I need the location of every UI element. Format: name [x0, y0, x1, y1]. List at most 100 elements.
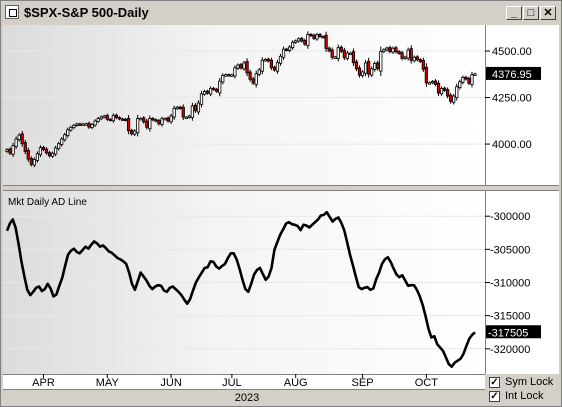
int-lock-checkbox[interactable]: ✓: [489, 391, 500, 402]
price-candle: [54, 145, 58, 157]
price-candle: [424, 63, 428, 87]
price-candle: [300, 36, 304, 43]
price-candle: [245, 58, 249, 77]
price-candle: [376, 60, 380, 71]
price-candle: [96, 117, 100, 123]
price-candle: [397, 50, 401, 55]
month-label: JUN: [160, 377, 181, 389]
price-candle: [412, 55, 416, 63]
price-tick-label: 4000.00: [492, 139, 532, 151]
price-candle: [367, 57, 371, 78]
panel-splitter[interactable]: [3, 185, 559, 191]
sym-lock-checkbox[interactable]: ✓: [489, 377, 500, 388]
chart-svg[interactable]: 4500.00 4250.00 4000.00 -300000 -305000 -3100…: [3, 25, 559, 406]
price-candle: [66, 127, 70, 138]
year-axis: [3, 389, 485, 406]
price-candle: [75, 122, 79, 127]
price-candle: [254, 70, 258, 88]
price-candle: [370, 66, 374, 78]
ad-tick-label: -305000: [490, 244, 530, 256]
price-candle: [315, 32, 319, 41]
price-candle: [418, 58, 422, 64]
price-candle: [379, 46, 383, 76]
ad-axis-background: [485, 191, 559, 374]
price-candle: [102, 114, 106, 119]
price-candle: [303, 38, 307, 46]
price-candle: [175, 105, 179, 110]
price-candle: [312, 33, 316, 41]
price-candle: [224, 73, 228, 77]
price-candle: [236, 63, 240, 70]
price-candle: [20, 130, 24, 147]
last-price-box: [486, 66, 541, 80]
price-candle: [57, 141, 61, 151]
price-candle: [26, 147, 30, 162]
price-candle: [44, 147, 49, 155]
price-candle: [114, 113, 119, 120]
price-candle: [266, 57, 270, 63]
price-candle: [90, 122, 94, 130]
chart-area[interactable]: 4500.00 4250.00 4000.00 -300000 -305000 -3100…: [3, 25, 559, 406]
price-candle: [446, 87, 450, 99]
price-candle: [50, 151, 55, 158]
price-candle: [284, 47, 289, 52]
price-candle: [257, 67, 261, 77]
price-candle: [464, 75, 468, 81]
price-candle: [324, 31, 328, 53]
price-candle: [63, 132, 67, 142]
ad-tick-label: -310000: [490, 278, 530, 290]
close-button[interactable]: ✕: [540, 6, 556, 20]
sym-lock-label: Sym Lock: [505, 376, 554, 388]
maximize-button[interactable]: □: [523, 6, 539, 20]
ad-tick-label: -300000: [490, 211, 530, 223]
price-candle: [87, 121, 91, 129]
price-candle: [306, 31, 310, 49]
price-candle: [309, 33, 313, 37]
price-candle: [84, 122, 88, 126]
price-candle: [166, 116, 170, 123]
price-candle: [139, 117, 143, 121]
price-candle: [209, 86, 213, 97]
price-candle: [163, 117, 167, 121]
price-candle: [142, 116, 146, 124]
int-lock-label: Int Lock: [505, 390, 544, 402]
price-candle: [415, 55, 419, 62]
price-candle: [93, 119, 97, 127]
ad-tick-label: -320000: [490, 344, 530, 356]
month-label: APR: [32, 377, 55, 389]
ad-line-series: [5, 210, 476, 368]
price-candle: [281, 46, 286, 60]
price-candle: [473, 72, 477, 76]
minimize-button[interactable]: _: [506, 6, 522, 20]
price-candle: [105, 113, 109, 122]
ad-tick-label: -315000: [490, 311, 530, 323]
month-label: OCT: [415, 377, 439, 389]
price-candle: [269, 57, 273, 71]
price-candle: [178, 105, 182, 110]
window-icon[interactable]: [5, 5, 19, 19]
price-candle: [145, 118, 149, 130]
price-candle: [461, 75, 465, 85]
price-candle: [248, 69, 252, 82]
price-candle: [345, 51, 349, 61]
month-axis[interactable]: [3, 374, 485, 389]
price-candle: [233, 65, 237, 79]
month-label: AUG: [284, 377, 308, 389]
price-candle: [60, 137, 64, 147]
last-ad-box: [486, 325, 541, 339]
price-candle: [199, 90, 204, 108]
last-ad-value: -317505: [488, 327, 528, 339]
price-candle: [41, 145, 46, 152]
price-candle: [321, 35, 325, 39]
price-candle: [29, 156, 33, 167]
price-candle: [227, 73, 231, 77]
price-candle: [278, 53, 283, 66]
price-candle: [129, 128, 134, 136]
price-candle: [14, 136, 18, 149]
price-candle: [409, 45, 413, 64]
price-candle: [172, 105, 176, 120]
price-candle: [133, 129, 137, 136]
last-price-value: 4376.95: [492, 69, 532, 81]
title-bar[interactable]: $SPX-S&P 500-Daily _ □ ✕: [2, 2, 560, 24]
price-candle: [351, 48, 356, 66]
